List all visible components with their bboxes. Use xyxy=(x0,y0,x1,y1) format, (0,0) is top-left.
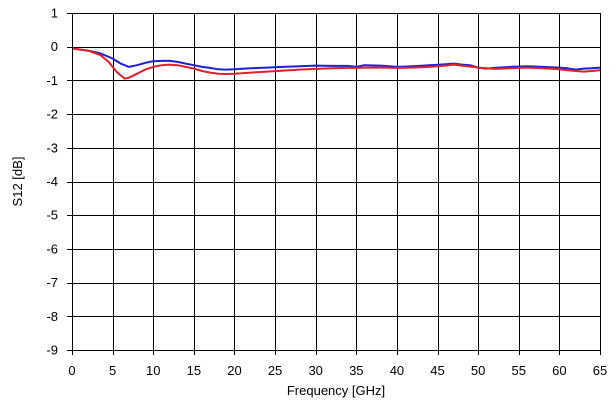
x-tick-label: 15 xyxy=(187,363,201,378)
y-axis-label: S12 [dB] xyxy=(10,157,25,207)
x-tick-label: 55 xyxy=(512,363,526,378)
x-tick-label: 65 xyxy=(593,363,607,378)
x-tick-label: 60 xyxy=(552,363,566,378)
series-line-red xyxy=(71,47,601,80)
y-tick-label: -2 xyxy=(46,107,58,122)
y-tick-label: -6 xyxy=(46,241,58,256)
x-tick-label: 30 xyxy=(308,363,322,378)
x-tick-label: 35 xyxy=(349,363,363,378)
x-tick-label: 40 xyxy=(390,363,404,378)
x-axis-label: Frequency [GHz] xyxy=(287,383,385,398)
x-tick-label: 50 xyxy=(471,363,485,378)
y-tick-label: -4 xyxy=(46,174,58,189)
y-tick-label: 1 xyxy=(51,6,58,21)
x-tick-label: 5 xyxy=(109,363,116,378)
y-tick-label: -3 xyxy=(46,140,58,155)
series-line-blue xyxy=(71,47,601,71)
y-tick-label: 0 xyxy=(51,39,58,54)
y-tick-label: -1 xyxy=(46,73,58,88)
x-axis-ticks: 0 5 10 15 20 25 30 35 40 45 50 55 60 65 xyxy=(68,363,607,378)
x-tick-label: 45 xyxy=(430,363,444,378)
grid xyxy=(67,13,601,355)
x-tick-label: 0 xyxy=(68,363,75,378)
y-tick-label: -7 xyxy=(46,275,58,290)
y-tick-label: -8 xyxy=(46,309,58,324)
plot-frame xyxy=(72,13,601,351)
x-tick-label: 20 xyxy=(227,363,241,378)
y-tick-label: -5 xyxy=(46,208,58,223)
x-tick-label: 25 xyxy=(268,363,282,378)
x-tick-label: 10 xyxy=(146,363,160,378)
data-series xyxy=(71,47,601,80)
y-tick-label: -9 xyxy=(46,343,58,358)
y-axis-ticks: 1 0 -1 -2 -3 -4 -5 -6 -7 -8 -9 xyxy=(46,6,58,358)
